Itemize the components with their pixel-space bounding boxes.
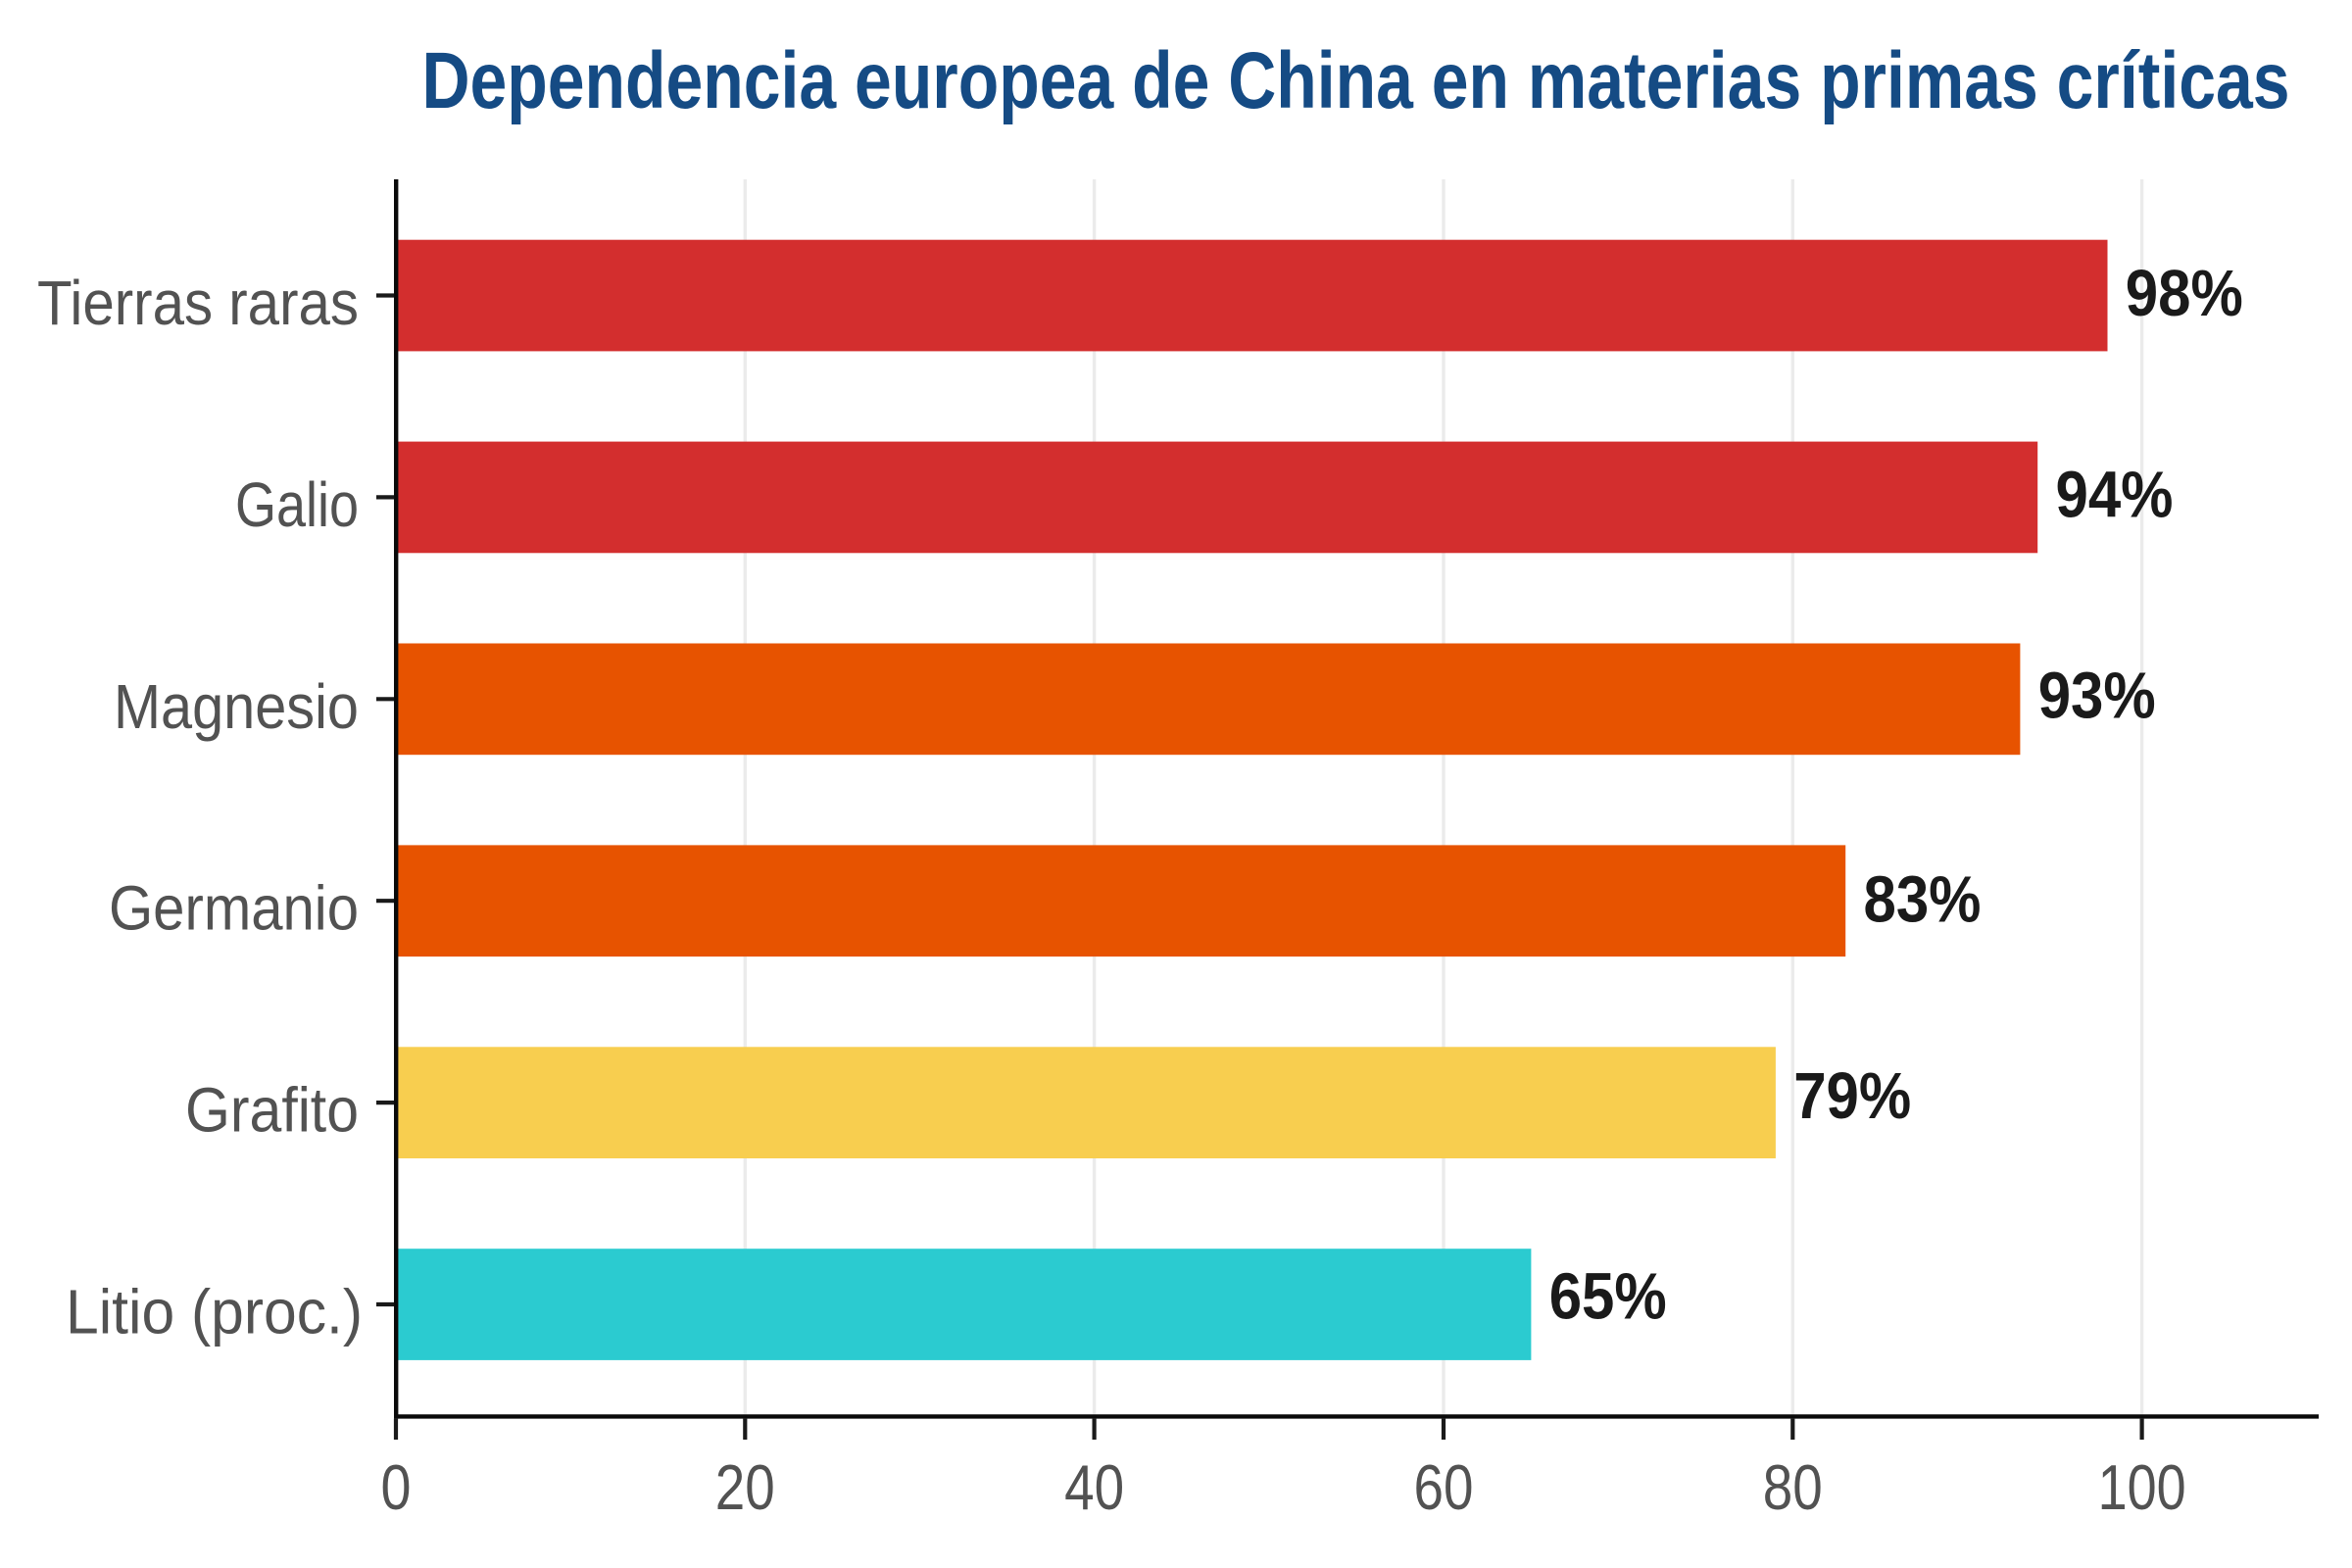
svg-text:0: 0 bbox=[381, 1451, 412, 1523]
svg-text:Tierras raras: Tierras raras bbox=[37, 268, 359, 338]
svg-text:94%: 94% bbox=[2056, 458, 2174, 531]
svg-text:98%: 98% bbox=[2126, 257, 2243, 330]
svg-text:Dependencia europea de China e: Dependencia europea de China en materias… bbox=[422, 36, 2290, 125]
svg-text:83%: 83% bbox=[1864, 863, 1982, 937]
svg-text:Grafito: Grafito bbox=[185, 1075, 359, 1146]
svg-text:60: 60 bbox=[1414, 1451, 1474, 1523]
svg-text:80: 80 bbox=[1763, 1451, 1823, 1523]
svg-text:65%: 65% bbox=[1549, 1260, 1667, 1334]
svg-text:93%: 93% bbox=[2038, 660, 2156, 733]
svg-text:Magnesio: Magnesio bbox=[114, 671, 359, 742]
svg-text:100: 100 bbox=[2098, 1451, 2186, 1523]
svg-text:Galio: Galio bbox=[235, 469, 359, 540]
svg-text:40: 40 bbox=[1064, 1451, 1124, 1523]
svg-text:20: 20 bbox=[715, 1451, 775, 1523]
svg-text:79%: 79% bbox=[1793, 1059, 1911, 1133]
svg-text:Germanio: Germanio bbox=[109, 873, 359, 944]
svg-text:Litio (proc.): Litio (proc.) bbox=[66, 1277, 363, 1348]
